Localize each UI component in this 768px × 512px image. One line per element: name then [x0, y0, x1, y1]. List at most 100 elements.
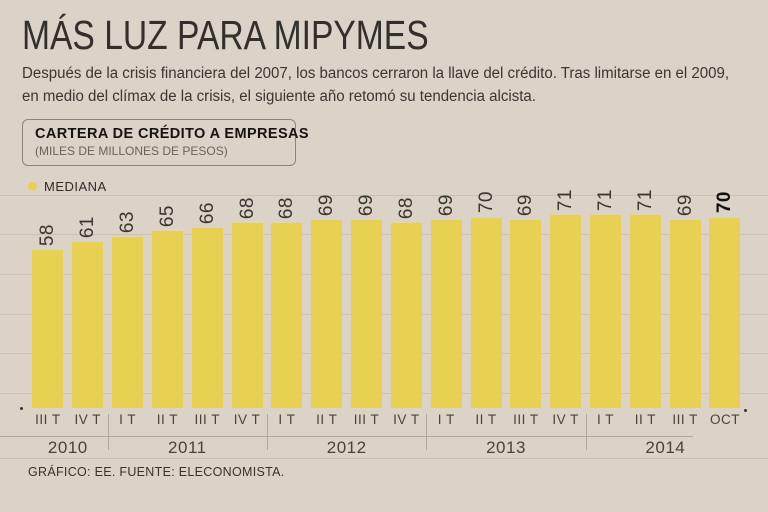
x-tick-label: I T — [278, 412, 296, 427]
bar-value-label: 69 — [674, 194, 696, 217]
bar-cell: 69 — [426, 183, 466, 408]
bar-value-label: 66 — [196, 202, 218, 225]
year-label: 2011 — [168, 438, 207, 457]
x-tick-label: OCT — [709, 412, 740, 427]
bar-value-label: 68 — [276, 196, 298, 220]
year-separator — [426, 414, 428, 450]
bar-value-label: 70 — [475, 191, 497, 214]
x-tick-label: IV T — [552, 412, 579, 427]
x-tick-label: IV T — [74, 412, 101, 427]
page-subtitle: Después de la crisis financiera del 2007… — [22, 65, 730, 105]
bar-value-label: 58 — [37, 224, 59, 247]
bar-value-label: 69 — [356, 194, 378, 217]
bar-cell: 69 — [347, 183, 387, 408]
gridline — [0, 353, 768, 354]
bar — [390, 223, 422, 408]
year-label: 2010 — [47, 438, 88, 457]
x-tick-label: III T — [672, 412, 698, 427]
bar-value-label: 68 — [236, 196, 258, 220]
bar-value-label: 69 — [316, 194, 338, 217]
year-separator — [585, 414, 587, 450]
x-tick-label: I T — [119, 412, 137, 427]
bar-cell: 65 — [147, 183, 187, 408]
gridline — [0, 393, 768, 394]
bar-cell: 69 — [506, 183, 546, 408]
gridline — [0, 234, 768, 235]
legend-label: MEDIANA — [44, 179, 107, 194]
bar-value-label: 70 — [714, 191, 736, 214]
x-axis: III T IV T I T II T III T IV T I T II T III T IV … — [28, 412, 745, 434]
bar — [669, 220, 701, 408]
bar — [231, 223, 263, 408]
x-tick-label: I T — [437, 412, 455, 427]
x-tick-label: III T — [194, 412, 220, 427]
legend-dot-icon — [28, 182, 37, 191]
x-tick-label: II T — [634, 412, 656, 427]
x-tick-label: II T — [156, 412, 179, 427]
bar-value-label: 71 — [595, 188, 616, 211]
axis-start-dot — [20, 407, 23, 410]
gridline — [0, 314, 768, 315]
year-separator — [107, 414, 109, 450]
bar-cell: 61 — [68, 183, 108, 408]
bar-value-label: 63 — [117, 210, 139, 233]
bar-value-label: 69 — [515, 194, 537, 217]
bar-value-label: 65 — [156, 205, 178, 228]
bar-cell: 71 — [546, 183, 586, 408]
bar-value-label: 71 — [555, 188, 577, 211]
year-label: 2014 — [645, 438, 686, 457]
bar — [32, 250, 64, 408]
bar — [351, 220, 383, 408]
legend: MEDIANA — [28, 179, 107, 194]
bar-cell: 71 — [625, 183, 665, 408]
x-tick-label: III T — [35, 412, 61, 427]
x-tick-label: I T — [597, 412, 615, 427]
year-label: 2012 — [326, 438, 367, 457]
bar — [430, 220, 462, 408]
bar-cell: 68 — [267, 183, 307, 408]
bar — [709, 217, 741, 408]
bar-cell: 71 — [586, 183, 626, 408]
bar — [151, 231, 183, 408]
bar — [510, 220, 542, 408]
bar-cell: 58 — [28, 183, 68, 408]
bar — [72, 242, 104, 408]
bar-value-label: 61 — [77, 215, 99, 239]
bar — [550, 214, 582, 408]
bar-cell: 69 — [665, 183, 705, 408]
bar-value-label: 68 — [395, 196, 417, 220]
bar — [629, 214, 661, 408]
bar-cell: 68 — [386, 183, 426, 408]
x-tick-label: II T — [475, 412, 497, 427]
x-tick-label: III T — [513, 412, 539, 427]
chart-title: CARTERA DE CRÉDITO A EMPRESAS — [35, 126, 309, 142]
x-tick-label: III T — [353, 412, 380, 427]
bar-value-label: 71 — [634, 188, 656, 211]
gridline — [0, 274, 768, 275]
bar-cell: 70 — [705, 183, 745, 408]
year-label: 2013 — [486, 438, 526, 457]
bar — [590, 214, 621, 408]
bar — [112, 236, 144, 408]
source-credit: GRÁFICO: EE. FUENTE: ELECONOMISTA. — [28, 465, 285, 479]
bar-cell: 68 — [227, 183, 267, 408]
footer-divider — [0, 458, 768, 459]
bar-chart: 58 61 63 65 66 68 68 69 69 68 69 70 69 71 71 71 69 70 — [28, 183, 745, 408]
x-tick-label: IV T — [233, 412, 261, 427]
x-tick-label: IV T — [393, 412, 420, 427]
page-title: MÁS LUZ PARA MIPYMES — [22, 12, 429, 58]
x-tick-label: II T — [316, 412, 338, 427]
year-separator — [267, 414, 268, 450]
bar-cell: 69 — [307, 183, 347, 408]
year-axis-line — [0, 436, 693, 437]
chart-label-box: CARTERA DE CRÉDITO A EMPRESAS (MILES DE … — [22, 119, 309, 166]
gridline — [0, 195, 768, 196]
bar-value-label: 69 — [435, 194, 457, 217]
bar-cell: 63 — [108, 183, 148, 408]
bar-cell: 66 — [187, 183, 227, 408]
bar — [311, 220, 343, 408]
bar — [271, 223, 303, 408]
chart-unit: (MILES DE MILLONES DE PESOS) — [35, 144, 228, 158]
bar — [470, 217, 502, 408]
